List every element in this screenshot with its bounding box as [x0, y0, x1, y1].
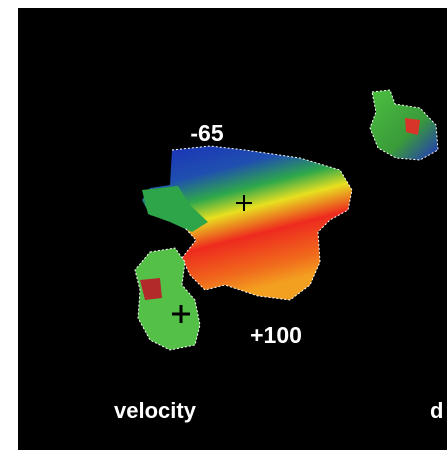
center-marker	[236, 195, 252, 211]
velocity-region	[140, 278, 162, 300]
caption: d	[430, 398, 443, 423]
velocity-region	[405, 118, 420, 135]
region-outline	[171, 145, 353, 301]
center-marker	[172, 305, 190, 323]
velocity-region	[135, 248, 200, 350]
velocity-region	[370, 90, 438, 160]
region-outline	[134, 247, 201, 351]
max-velocity-label: +100	[250, 322, 302, 348]
caption: velocity	[114, 398, 197, 423]
velocity-region	[142, 146, 352, 300]
min-velocity-label: -65	[190, 120, 223, 146]
velocity-region	[142, 186, 208, 232]
region-outline	[369, 89, 439, 161]
